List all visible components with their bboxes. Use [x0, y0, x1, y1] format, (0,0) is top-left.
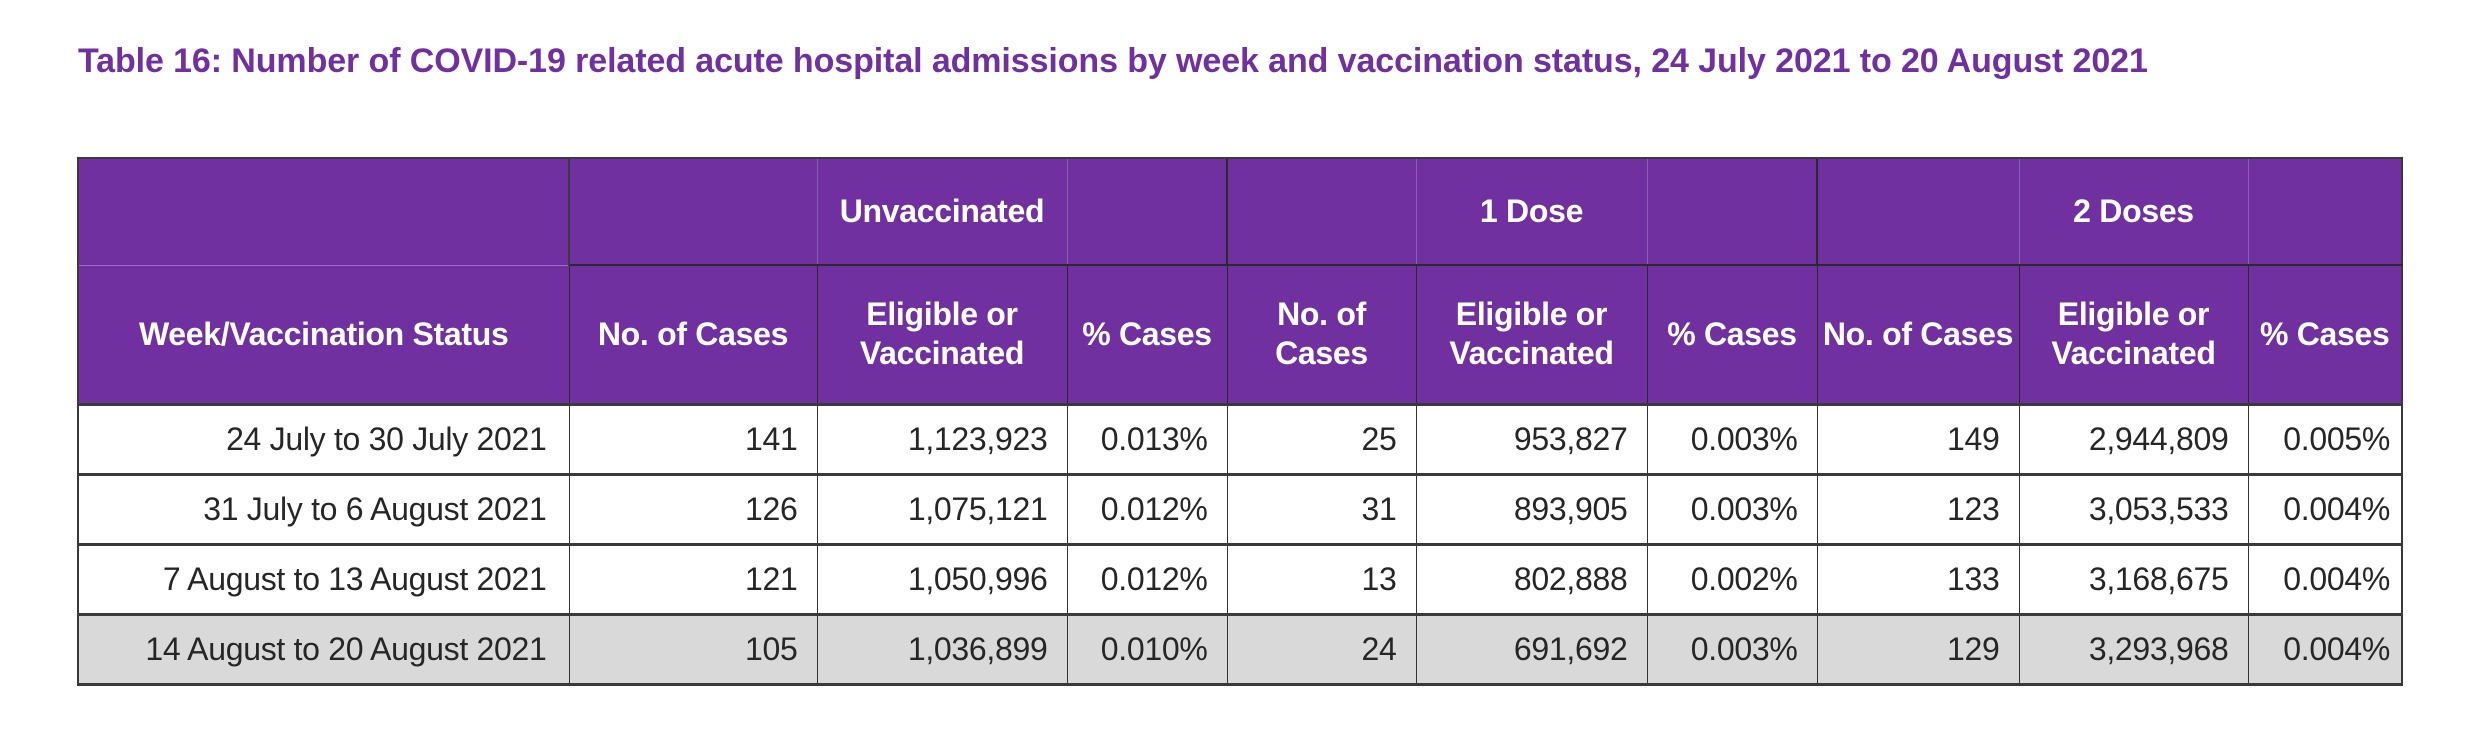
week-cell: 24 July to 30 July 2021 [77, 402, 570, 475]
2-doses-pct-cell: 0.004% [2247, 612, 2403, 686]
1-dose-cases-cell: 25 [1226, 402, 1417, 475]
group-header-spacer [1226, 157, 1417, 266]
unvaccinated-cases-cell: 105 [568, 612, 818, 686]
2-doses-eligible-cell: 3,168,675 [2018, 542, 2249, 615]
group-header-spacer [1816, 157, 2020, 266]
unvaccinated-pct-cell: 0.012% [1066, 472, 1228, 545]
1-dose-eligible-cell: 802,888 [1415, 542, 1648, 615]
column-header-1-dose-pct: % Cases [1646, 264, 1818, 405]
unvaccinated-eligible-cell: 1,036,899 [816, 612, 1068, 686]
column-header-2-doses-cases: No. of Cases [1816, 264, 2020, 405]
table-row: 7 August to 13 August 2021 121 1,050,996… [77, 542, 2403, 615]
2-doses-eligible-cell: 3,053,533 [2018, 472, 2249, 545]
group-header-row: Unvaccinated 1 Dose 2 Doses [77, 157, 2403, 266]
week-cell: 31 July to 6 August 2021 [77, 472, 570, 545]
column-header-unvaccinated-eligible: Eligible or Vaccinated [816, 264, 1068, 405]
column-header-1-dose-eligible: Eligible or Vaccinated [1415, 264, 1648, 405]
group-header-spacer [1646, 157, 1818, 266]
unvaccinated-cases-cell: 121 [568, 542, 818, 615]
group-header-1-dose: 1 Dose [1415, 157, 1648, 266]
table-title: Table 16: Number of COVID-19 related acu… [78, 42, 2148, 80]
table-row: 14 August to 20 August 2021 105 1,036,89… [77, 612, 2403, 686]
unvaccinated-pct-cell: 0.012% [1066, 542, 1228, 615]
2-doses-cases-cell: 149 [1816, 402, 2020, 475]
column-header-unvaccinated-cases: No. of Cases [568, 264, 818, 405]
column-header-2-doses-eligible: Eligible or Vaccinated [2018, 264, 2249, 405]
unvaccinated-cases-cell: 141 [568, 402, 818, 475]
1-dose-pct-cell: 0.003% [1646, 612, 1818, 686]
1-dose-pct-cell: 0.003% [1646, 472, 1818, 545]
table-row: 31 July to 6 August 2021 126 1,075,121 0… [77, 472, 2403, 545]
2-doses-cases-cell: 129 [1816, 612, 2020, 686]
1-dose-eligible-cell: 691,692 [1415, 612, 1648, 686]
2-doses-eligible-cell: 2,944,809 [2018, 402, 2249, 475]
1-dose-eligible-cell: 953,827 [1415, 402, 1648, 475]
empty-corner-cell [77, 157, 570, 266]
group-header-spacer [1066, 157, 1228, 266]
1-dose-pct-cell: 0.002% [1646, 542, 1818, 615]
1-dose-pct-cell: 0.003% [1646, 402, 1818, 475]
group-header-2-doses: 2 Doses [2018, 157, 2249, 266]
unvaccinated-cases-cell: 126 [568, 472, 818, 545]
2-doses-eligible-cell: 3,293,968 [2018, 612, 2249, 686]
unvaccinated-eligible-cell: 1,050,996 [816, 542, 1068, 615]
2-doses-cases-cell: 123 [1816, 472, 2020, 545]
column-header-2-doses-pct: % Cases [2247, 264, 2403, 405]
1-dose-cases-cell: 24 [1226, 612, 1417, 686]
2-doses-pct-cell: 0.004% [2247, 542, 2403, 615]
group-header-spacer [2247, 157, 2403, 266]
group-header-unvaccinated: Unvaccinated [816, 157, 1068, 266]
column-header-week: Week/Vaccination Status [77, 264, 570, 405]
unvaccinated-pct-cell: 0.013% [1066, 402, 1228, 475]
unvaccinated-eligible-cell: 1,123,923 [816, 402, 1068, 475]
week-cell: 7 August to 13 August 2021 [77, 542, 570, 615]
2-doses-pct-cell: 0.005% [2247, 402, 2403, 475]
1-dose-eligible-cell: 893,905 [1415, 472, 1648, 545]
column-header-1-dose-cases: No. of Cases [1226, 264, 1417, 405]
2-doses-cases-cell: 133 [1816, 542, 2020, 615]
2-doses-pct-cell: 0.004% [2247, 472, 2403, 545]
table-row: 24 July to 30 July 2021 141 1,123,923 0.… [77, 402, 2403, 475]
admissions-table: Unvaccinated 1 Dose 2 Doses Week/Vaccina… [77, 157, 2403, 686]
column-header-row: Week/Vaccination Status No. of Cases Eli… [77, 264, 2403, 405]
week-cell: 14 August to 20 August 2021 [77, 612, 570, 686]
1-dose-cases-cell: 31 [1226, 472, 1417, 545]
column-header-unvaccinated-pct: % Cases [1066, 264, 1228, 405]
group-header-spacer [568, 157, 818, 266]
1-dose-cases-cell: 13 [1226, 542, 1417, 615]
unvaccinated-eligible-cell: 1,075,121 [816, 472, 1068, 545]
unvaccinated-pct-cell: 0.010% [1066, 612, 1228, 686]
